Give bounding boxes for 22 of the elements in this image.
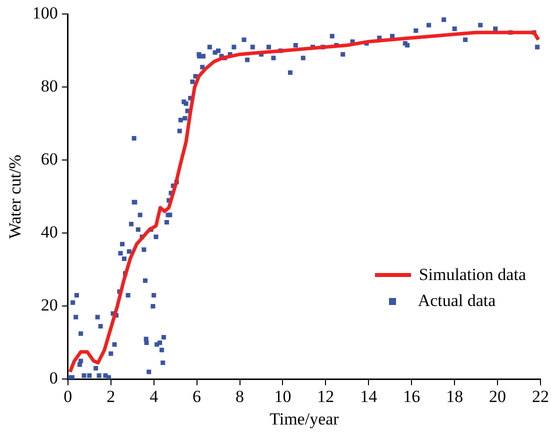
x-tick-label: 18 bbox=[446, 386, 464, 406]
x-axis-title: Time/year bbox=[270, 409, 340, 428]
x-tick-label: 14 bbox=[360, 386, 378, 406]
y-tick-label: 40 bbox=[40, 222, 58, 242]
x-tick-label: 10 bbox=[274, 386, 292, 406]
x-tick-label: 8 bbox=[236, 386, 244, 406]
x-tick-label: 16 bbox=[403, 386, 420, 406]
y-tick-label: 80 bbox=[40, 76, 58, 96]
x-tick-label: 2 bbox=[106, 386, 116, 406]
x-tick-label: 0 bbox=[64, 386, 72, 406]
x-tick-label: 6 bbox=[192, 386, 202, 406]
y-tick-label: 0 bbox=[49, 368, 58, 388]
legend-label: Actual data bbox=[418, 291, 496, 311]
x-tick-label: 12 bbox=[317, 386, 334, 406]
y-tick-label: 100 bbox=[32, 4, 58, 23]
y-tick-label: 20 bbox=[40, 296, 58, 315]
y-axis-title: Water cut/% bbox=[6, 154, 25, 239]
y-tick-label: 60 bbox=[40, 150, 58, 169]
x-tick-label: 20 bbox=[489, 386, 506, 406]
x-tick-label: 4 bbox=[150, 386, 159, 406]
x-tick-label: 22 bbox=[532, 386, 549, 406]
legend-label: Simulation data bbox=[418, 265, 526, 285]
